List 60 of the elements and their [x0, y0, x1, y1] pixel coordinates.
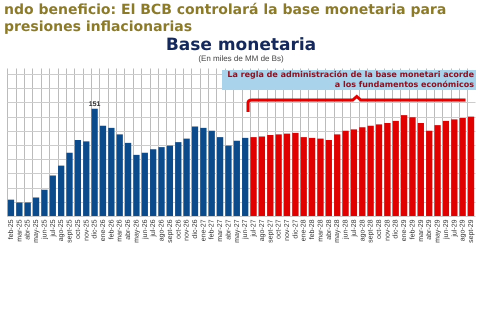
bar [451, 119, 458, 216]
bar [124, 142, 132, 216]
bar [74, 140, 82, 216]
bar [317, 138, 324, 216]
bar [16, 202, 22, 216]
bar [8, 200, 14, 216]
bar [158, 147, 165, 216]
bar [133, 154, 140, 216]
bar [41, 190, 48, 216]
bar [359, 127, 366, 216]
bar [392, 120, 399, 216]
bar [200, 128, 206, 216]
bar [468, 116, 474, 216]
bar [442, 120, 450, 216]
bar [32, 198, 40, 216]
bar [24, 202, 31, 216]
bar [183, 138, 190, 216]
bar [83, 141, 90, 216]
bar [50, 176, 56, 216]
bar [300, 137, 307, 216]
bar [166, 146, 174, 216]
bar [426, 130, 432, 216]
text: ndo beneficio: El BCB controlará la base monetaria para presiones inflacionarias [4, 2, 448, 36]
chart-subtitle: (En miles de MM de Bs) [198, 54, 284, 63]
bar [384, 122, 391, 216]
chart-title: Base monetaria [166, 35, 316, 55]
bar [100, 126, 106, 216]
bar [150, 149, 156, 216]
bar [116, 134, 123, 216]
bar [258, 136, 266, 216]
bar [175, 142, 182, 216]
bar [58, 166, 64, 216]
bar [242, 138, 248, 216]
bar [434, 125, 441, 216]
bar [225, 146, 232, 216]
text: La regla de administración de la base monetari acorde a los fundamentos económicos [222, 70, 476, 90]
bar [350, 129, 358, 216]
bar [418, 122, 424, 216]
bar [208, 130, 215, 216]
bar [91, 108, 98, 216]
bar [326, 140, 332, 216]
bar [276, 134, 282, 216]
bar [342, 130, 349, 216]
bar [234, 140, 240, 216]
bar [192, 126, 198, 216]
bar [376, 124, 382, 216]
bar [400, 115, 408, 216]
bar [108, 128, 114, 216]
bar [292, 132, 299, 216]
bar [267, 135, 274, 216]
bar [284, 134, 290, 216]
bar [142, 152, 148, 216]
bar [66, 152, 73, 216]
bar [250, 137, 257, 216]
bar [308, 138, 316, 216]
bar [368, 126, 374, 216]
bar [334, 134, 340, 216]
bar [216, 137, 224, 216]
bar [460, 118, 466, 216]
bar [409, 117, 416, 216]
